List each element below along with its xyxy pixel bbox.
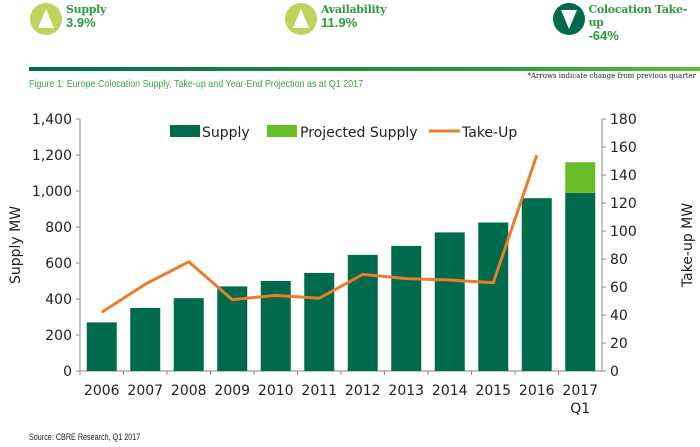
kpi-label: Availability [321,3,387,16]
right-tick-label: 20 [610,336,628,352]
right-tick-label: 140 [610,168,637,184]
supply-bar [434,232,465,371]
legend-supply-label: Supply [202,125,250,141]
figure-title: Figure 1: Europe Colocation Supply, Take… [29,78,364,90]
x-tick-label: 2014 [432,383,468,399]
legend-supply-swatch [170,125,200,137]
x-tick-label: Q1 [570,401,590,417]
kpi-value: -64% [588,28,619,43]
source: Source: CBRE Research, Q1 2017 [29,432,141,442]
left-tick-label: 1,400 [32,112,72,128]
right-tick-label: 80 [610,252,628,268]
supply-bar [478,222,509,371]
supply-bar [391,245,422,371]
right-tick-label: 120 [610,196,637,212]
y-axis-label: Supply MW [8,206,24,284]
x-tick-label: 2009 [214,383,250,399]
legend-takeup-label: Take-Up [461,125,517,141]
x-tick-label: 2006 [84,383,120,399]
note: *Arrows indicate change from previous qu… [527,72,697,80]
kpi-takeup: Colocation Take-up -64% [553,3,700,43]
kpi-label: Supply [66,3,107,16]
x-tick-label: 2011 [301,383,337,399]
left-tick-label: 800 [45,220,72,236]
take-up-line [100,154,539,314]
supply-bar [173,298,204,371]
down-arrow-icon [553,3,585,35]
x-tick-label: 2010 [258,383,294,399]
y2-axis-label: Take-up MW [680,203,696,288]
supply-bar [521,198,552,371]
right-tick-label: 40 [610,308,628,324]
supply-bar [565,192,596,371]
x-tick-label: 2012 [345,383,381,399]
x-tick-label: 2007 [127,383,163,399]
right-tick-label: 180 [610,112,637,128]
x-tick-label: 2013 [388,383,424,399]
left-tick-label: 200 [45,328,72,344]
supply-bar [130,308,161,371]
kpi-availability: Availability 11.9% [285,3,387,35]
x-tick-label: 2008 [171,383,207,399]
left-tick-label: 1,000 [32,184,72,200]
left-tick-label: 1,200 [32,148,72,164]
left-tick-label: 600 [45,256,72,272]
up-arrow-icon [285,3,317,35]
left-tick-label: 400 [45,292,72,308]
legend-projected-swatch [267,125,297,137]
x-tick-label: 2015 [475,383,511,399]
kpi-value: 11.9% [321,15,358,30]
projected-supply-bar [565,162,596,193]
x-tick-label: 2017 [562,383,598,399]
x-tick-label: 2016 [519,383,555,399]
right-tick-label: 60 [610,280,628,296]
kpi-supply: Supply 3.9% [30,3,106,35]
left-tick-label: 0 [63,364,72,380]
supply-bar [304,272,335,371]
right-tick-label: 160 [610,140,637,156]
supply-bar [86,322,117,371]
legend-projected-label: Projected Supply [300,125,418,141]
right-tick-label: 0 [610,364,619,380]
kpi-value: 3.9% [66,15,96,30]
kpi-label: Colocation Take-up [588,3,687,29]
up-arrow-icon [30,3,62,35]
divider [29,67,700,71]
supply-bar [347,254,378,371]
right-tick-label: 100 [610,224,637,240]
